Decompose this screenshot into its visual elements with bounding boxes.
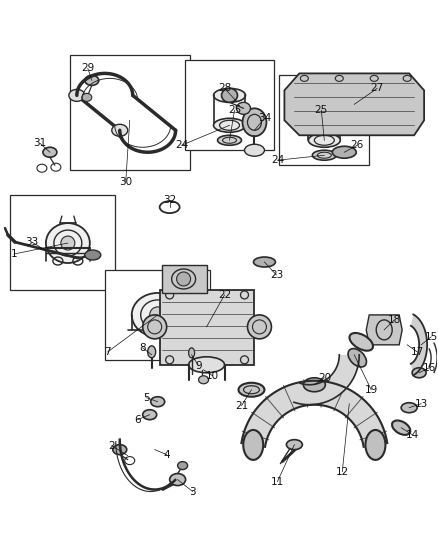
Ellipse shape	[222, 88, 237, 102]
Text: 32: 32	[163, 195, 176, 205]
Ellipse shape	[143, 315, 166, 339]
Ellipse shape	[198, 376, 208, 384]
Ellipse shape	[247, 315, 272, 339]
Text: 15: 15	[424, 332, 438, 342]
Bar	[279, 75, 369, 165]
Text: 27: 27	[371, 83, 384, 93]
Polygon shape	[162, 265, 207, 293]
Text: 24: 24	[271, 155, 284, 165]
Polygon shape	[241, 381, 387, 447]
Ellipse shape	[85, 75, 99, 85]
Ellipse shape	[218, 135, 241, 146]
Text: 3: 3	[189, 487, 196, 497]
Text: 22: 22	[218, 290, 231, 300]
Text: 4: 4	[163, 450, 170, 459]
Text: 26: 26	[351, 140, 364, 150]
Ellipse shape	[69, 90, 85, 101]
Ellipse shape	[113, 445, 127, 455]
Bar	[105, 270, 209, 360]
Ellipse shape	[392, 421, 410, 435]
Ellipse shape	[132, 293, 184, 337]
Ellipse shape	[308, 103, 340, 117]
Ellipse shape	[46, 223, 90, 263]
Text: 33: 33	[25, 237, 39, 247]
Ellipse shape	[243, 108, 266, 136]
Ellipse shape	[178, 462, 187, 470]
Text: 17: 17	[410, 347, 424, 357]
Ellipse shape	[143, 410, 157, 419]
Ellipse shape	[244, 144, 265, 156]
Ellipse shape	[365, 430, 385, 460]
Text: 8: 8	[139, 343, 146, 353]
Text: 13: 13	[414, 399, 428, 409]
Ellipse shape	[214, 118, 245, 132]
Text: 25: 25	[228, 106, 241, 115]
Ellipse shape	[189, 357, 225, 373]
Text: 11: 11	[271, 477, 284, 487]
Ellipse shape	[308, 133, 340, 147]
Ellipse shape	[170, 473, 186, 486]
Text: 16: 16	[423, 363, 436, 373]
Ellipse shape	[150, 307, 166, 323]
Ellipse shape	[151, 397, 165, 407]
Text: 23: 23	[270, 270, 283, 280]
Ellipse shape	[312, 150, 336, 160]
Text: 10: 10	[206, 371, 219, 381]
Text: 21: 21	[235, 401, 248, 411]
Text: 12: 12	[336, 466, 349, 477]
Ellipse shape	[43, 147, 57, 157]
Ellipse shape	[61, 236, 75, 250]
Polygon shape	[366, 315, 402, 345]
Text: 30: 30	[119, 177, 132, 187]
Text: 29: 29	[81, 63, 95, 74]
Ellipse shape	[148, 346, 155, 358]
Bar	[70, 55, 190, 170]
Ellipse shape	[350, 333, 373, 351]
Text: 9: 9	[195, 361, 202, 371]
Text: 1: 1	[11, 249, 17, 259]
Text: 2: 2	[109, 441, 115, 450]
Text: 5: 5	[143, 393, 150, 403]
Text: 28: 28	[218, 83, 231, 93]
Ellipse shape	[82, 93, 92, 101]
Polygon shape	[294, 355, 359, 405]
Ellipse shape	[243, 430, 263, 460]
Bar	[184, 60, 275, 150]
Ellipse shape	[189, 348, 194, 358]
Text: 14: 14	[406, 430, 419, 440]
Ellipse shape	[254, 257, 276, 267]
Ellipse shape	[286, 440, 302, 450]
Ellipse shape	[401, 403, 417, 413]
Ellipse shape	[177, 272, 191, 286]
Ellipse shape	[348, 349, 367, 367]
Polygon shape	[160, 290, 254, 365]
Text: 7: 7	[105, 347, 111, 357]
Bar	[10, 195, 115, 290]
Text: 19: 19	[364, 385, 378, 395]
Ellipse shape	[239, 383, 265, 397]
Ellipse shape	[332, 146, 356, 158]
Text: 6: 6	[134, 415, 141, 425]
Ellipse shape	[85, 250, 101, 260]
Ellipse shape	[412, 368, 426, 378]
Text: 25: 25	[315, 106, 328, 115]
Text: 20: 20	[318, 373, 331, 383]
Ellipse shape	[112, 124, 128, 136]
Polygon shape	[411, 314, 427, 375]
Text: 31: 31	[33, 138, 46, 148]
Polygon shape	[284, 74, 424, 135]
Ellipse shape	[214, 88, 245, 102]
Text: 34: 34	[258, 114, 271, 123]
Text: 18: 18	[388, 315, 401, 325]
Ellipse shape	[237, 102, 251, 114]
Text: 24: 24	[175, 140, 188, 150]
Ellipse shape	[304, 378, 325, 392]
